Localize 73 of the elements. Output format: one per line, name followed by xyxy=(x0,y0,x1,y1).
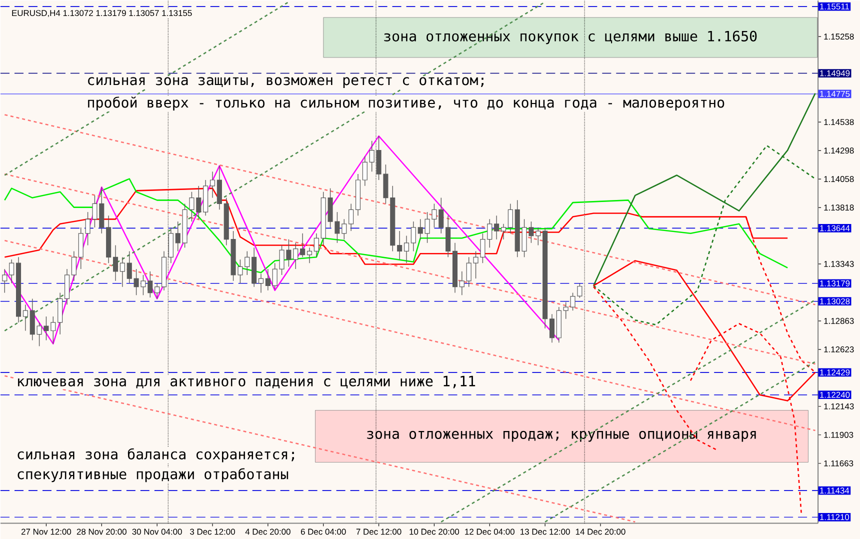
y-tick-label: 1.13818 xyxy=(824,204,854,210)
line-series xyxy=(4,135,560,344)
candlestick xyxy=(258,273,264,294)
y-tick-label: 1.11663 xyxy=(824,460,854,466)
candlestick xyxy=(113,244,118,282)
y-tick-label: 1.14538 xyxy=(824,118,854,125)
candlestick xyxy=(168,227,174,264)
candlestick xyxy=(126,250,132,284)
candlestick xyxy=(58,292,63,335)
x-tick-label: 3 Dec 12:00 xyxy=(190,528,235,535)
ref-line-label: 1.15511 xyxy=(820,4,849,10)
candlestick xyxy=(120,256,125,288)
y-tick-label: 1.15258 xyxy=(824,34,854,40)
x-tick-label: 14 Dec 20:00 xyxy=(576,528,626,535)
annotation: спекулятивные продажи отработаны xyxy=(18,468,288,482)
candlestick xyxy=(265,268,270,291)
x-tick-label: 30 Nov 04:00 xyxy=(132,528,182,535)
candlestick xyxy=(300,232,306,258)
y-tick-label: 1.14058 xyxy=(824,176,854,182)
ref-line-label: 1.13644 xyxy=(820,225,850,232)
candlestick xyxy=(410,221,416,252)
candlestick xyxy=(314,232,319,258)
ref-line-label: 1.13028 xyxy=(820,298,850,304)
y-tick-label: 1.11903 xyxy=(824,432,854,438)
candlestick xyxy=(362,156,368,186)
ref-line-label: 1.14775 xyxy=(820,90,850,97)
ref-line-label: 1.14949 xyxy=(820,70,850,76)
x-tick-label: 27 Nov 12:00 xyxy=(21,528,72,535)
candlestick xyxy=(9,259,14,284)
y-tick-label: 1.14298 xyxy=(824,147,854,154)
x-tick-label: 6 Dec 04:00 xyxy=(300,528,346,535)
y-tick-label: 1.13343 xyxy=(824,260,854,267)
x-tick-label: 13 Dec 12:00 xyxy=(520,528,570,535)
x-tick-label: 28 Nov 20:00 xyxy=(76,528,126,535)
annotation: ключевая зона для активного падения с целями ниже 1,11 xyxy=(18,376,476,388)
ref-line-label: 1.11434 xyxy=(820,487,850,494)
candlestick xyxy=(64,268,70,305)
candlestick xyxy=(22,304,28,332)
ref-line-label: 1.13179 xyxy=(820,280,850,286)
candlestick xyxy=(404,235,410,264)
candlestick xyxy=(210,171,216,198)
band-label: зона отложенных продаж; крупные опционы января xyxy=(367,430,756,442)
candlestick xyxy=(500,223,506,240)
candlestick xyxy=(508,203,513,234)
candlestick xyxy=(30,298,35,341)
candlestick xyxy=(494,215,500,240)
band-label: зона отложенных покупок с целями выше 1.1650 xyxy=(384,30,757,44)
candlestick xyxy=(154,282,160,299)
candlestick xyxy=(446,215,451,258)
annotation: сильная зона защиты, возможен ретест с откатом; xyxy=(88,77,484,88)
candlestick xyxy=(306,247,312,264)
ref-line-label: 1.12240 xyxy=(820,392,850,398)
y-tick-label: 1.12623 xyxy=(824,346,854,352)
x-tick-label: 4 Dec 20:00 xyxy=(245,528,290,535)
candlestick xyxy=(397,230,402,260)
candlestick xyxy=(348,203,354,232)
candlestick xyxy=(459,270,464,296)
ref-line-label: 1.12429 xyxy=(820,369,850,376)
candlestick xyxy=(71,250,76,282)
x-tick-label: 12 Dec 04:00 xyxy=(465,528,514,535)
x-tick-label: 7 Dec 12:00 xyxy=(356,528,402,535)
annotation: сильная зона баланса сохраняется; xyxy=(18,448,294,462)
y-tick-label: 1.12863 xyxy=(824,318,854,324)
y-tick-label: 1.12143 xyxy=(824,403,854,410)
candlestick xyxy=(216,165,222,210)
candlestick xyxy=(175,221,180,252)
x-tick-label: 10 Dec 20:00 xyxy=(410,528,460,535)
annotation: пробой вверх - только на сильном позитиве, что до конца года - маловероятно xyxy=(88,96,724,110)
candlestick xyxy=(78,227,84,270)
annotation: EURUSD,H4 1.13072 1.13179 1.13057 1.13155 xyxy=(12,10,192,17)
candlestick xyxy=(272,262,278,290)
ref-line-label: 1.11210 xyxy=(820,514,850,520)
candlestick xyxy=(549,314,555,343)
